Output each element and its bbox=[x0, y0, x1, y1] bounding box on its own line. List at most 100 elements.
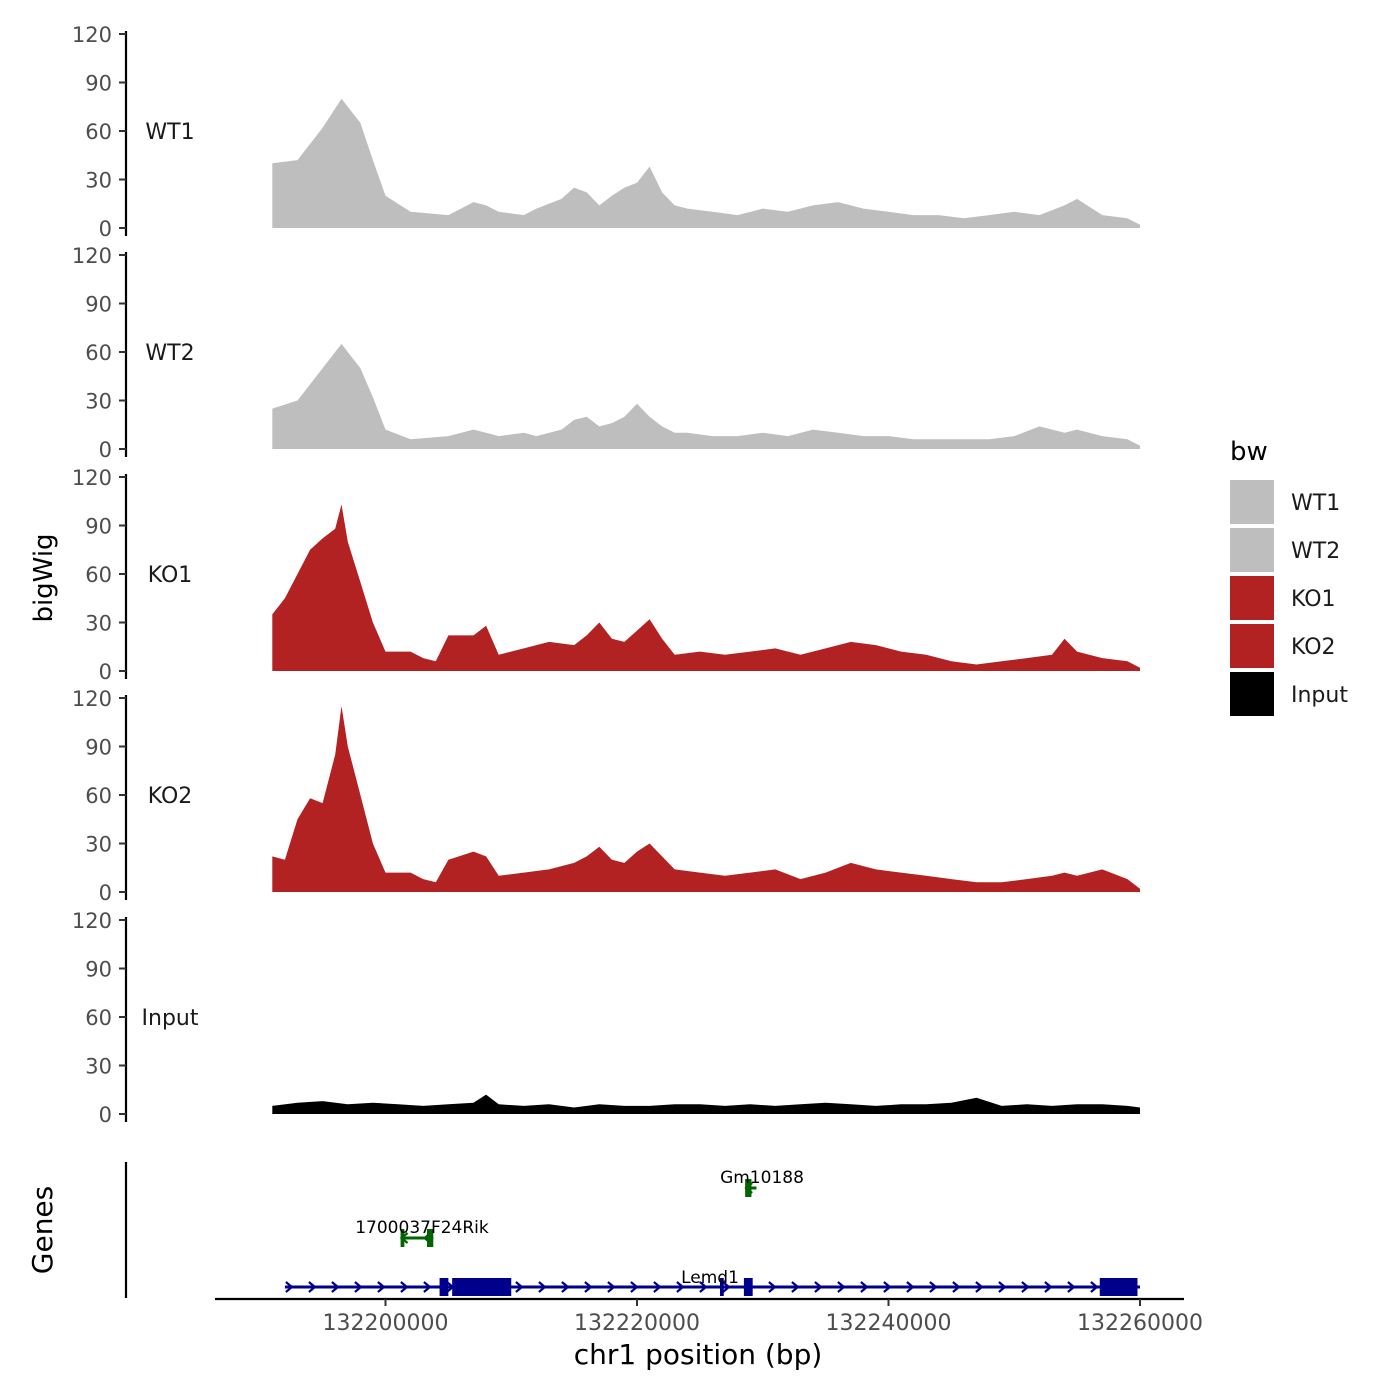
bigwig-tracks: 0 30 60 90 120 WT1 0 30 60 90 120 WT2 0 30 60 90 120 KO1 0… bbox=[72, 23, 1140, 1127]
x-axis-ticks: 132200000 132220000 132240000 132260000 bbox=[323, 1299, 1203, 1336]
y-tick-label: 0 bbox=[99, 438, 112, 462]
legend-label: WT2 bbox=[1291, 539, 1340, 564]
strand-arrow bbox=[768, 1281, 777, 1293]
legend-swatch-ko1 bbox=[1230, 576, 1274, 620]
strand-arrow bbox=[975, 1281, 984, 1293]
strand-arrow bbox=[331, 1281, 340, 1293]
coverage-area-ko2 bbox=[272, 706, 1140, 892]
y-tick-label: 120 bbox=[72, 466, 112, 490]
genes-axis-title: Genes bbox=[26, 1186, 59, 1274]
y-tick-label: 60 bbox=[85, 341, 112, 365]
coverage-area-ko1 bbox=[272, 504, 1140, 671]
strand-arrow bbox=[584, 1281, 593, 1293]
strand-arrow bbox=[1067, 1281, 1076, 1293]
gene-1700037f24rik: 1700037F24Rik bbox=[355, 1218, 489, 1247]
strand-arrow bbox=[837, 1281, 846, 1293]
gene-exon bbox=[745, 1179, 752, 1197]
y-tick-label: 90 bbox=[85, 958, 112, 982]
gene-exon bbox=[1099, 1278, 1138, 1296]
strand-arrow bbox=[630, 1281, 639, 1293]
strand-arrow bbox=[952, 1281, 961, 1293]
strand-arrow bbox=[377, 1281, 386, 1293]
coverage-area-wt2 bbox=[272, 343, 1140, 449]
x-tick-label: 132220000 bbox=[574, 1311, 700, 1336]
strand-arrow bbox=[1044, 1281, 1053, 1293]
strand-arrow bbox=[791, 1281, 800, 1293]
legend-swatch-input bbox=[1230, 672, 1274, 716]
strand-arrow bbox=[653, 1281, 662, 1293]
legend-label: Input bbox=[1291, 683, 1348, 708]
y-tick-label: 90 bbox=[85, 515, 112, 539]
y-tick-label: 0 bbox=[99, 881, 112, 905]
x-tick-label: 132240000 bbox=[826, 1311, 952, 1336]
strand-arrow bbox=[561, 1281, 570, 1293]
gene-exon bbox=[400, 1229, 405, 1247]
strand-arrow bbox=[607, 1281, 616, 1293]
track-label: KO2 bbox=[148, 784, 193, 809]
strand-arrow bbox=[814, 1281, 823, 1293]
coverage-area-input bbox=[272, 1094, 1140, 1114]
y-tick-label: 120 bbox=[72, 687, 112, 711]
track-label: KO1 bbox=[148, 563, 193, 588]
legend-label: KO2 bbox=[1291, 635, 1336, 660]
strand-arrow bbox=[1021, 1281, 1030, 1293]
strand-arrow bbox=[722, 1281, 731, 1293]
x-axis-title: chr1 position (bp) bbox=[574, 1338, 823, 1371]
y-tick-label: 30 bbox=[85, 833, 112, 857]
gene-exon bbox=[719, 1278, 724, 1296]
y-tick-label: 0 bbox=[99, 1103, 112, 1127]
track-panel-ko2: 0 30 60 90 120 KO2 bbox=[72, 687, 1140, 905]
strand-arrow bbox=[400, 1281, 409, 1293]
gene-exon bbox=[452, 1278, 512, 1296]
y-tick-label: 90 bbox=[85, 736, 112, 760]
strand-arrow bbox=[906, 1281, 915, 1293]
strand-arrow bbox=[699, 1281, 708, 1293]
strand-arrow bbox=[285, 1281, 294, 1293]
y-tick-label: 0 bbox=[99, 217, 112, 241]
legend-swatch-wt1 bbox=[1230, 480, 1274, 524]
track-panel-input: 0 30 60 90 120 Input bbox=[72, 909, 1140, 1127]
legend-label: WT1 bbox=[1291, 491, 1340, 516]
legend-swatch-ko2 bbox=[1230, 624, 1274, 668]
y-tick-label: 90 bbox=[85, 72, 112, 96]
gene-exon bbox=[439, 1278, 449, 1296]
genes-panel: Gm10188 1700037F24Rik Lemd1 bbox=[124, 1162, 1140, 1298]
y-tick-label: 30 bbox=[85, 390, 112, 414]
strand-arrow bbox=[354, 1281, 363, 1293]
gene-lemd1: Lemd1 bbox=[284, 1268, 1140, 1296]
y-tick-label: 0 bbox=[99, 660, 112, 684]
strand-arrow bbox=[676, 1281, 685, 1293]
track-panel-ko1: 0 30 60 90 120 KO1 bbox=[72, 466, 1140, 684]
strand-arrow bbox=[883, 1281, 892, 1293]
y-tick-label: 120 bbox=[72, 909, 112, 933]
strand-arrow bbox=[308, 1281, 317, 1293]
track-label: WT1 bbox=[145, 120, 194, 145]
gene-label: Gm10188 bbox=[720, 1168, 804, 1188]
y-axis-title: bigWig bbox=[29, 533, 59, 622]
strand-arrow bbox=[423, 1281, 432, 1293]
strand-arrow bbox=[1090, 1281, 1099, 1293]
track-panel-wt1: 0 30 60 90 120 WT1 bbox=[72, 23, 1140, 241]
track-panel-wt2: 0 30 60 90 120 WT2 bbox=[72, 244, 1140, 462]
legend-title: bw bbox=[1230, 437, 1268, 467]
y-tick-label: 120 bbox=[72, 244, 112, 268]
gene-exon bbox=[426, 1229, 434, 1247]
strand-arrow bbox=[998, 1281, 1007, 1293]
y-tick-label: 60 bbox=[85, 784, 112, 808]
gene-label: Lemd1 bbox=[681, 1268, 739, 1288]
legend: WT1 WT2 KO1 KO2 Input bbox=[1230, 480, 1348, 716]
strand-arrow bbox=[929, 1281, 938, 1293]
track-label: Input bbox=[142, 1006, 199, 1031]
y-tick-label: 30 bbox=[85, 169, 112, 193]
gene-exon bbox=[743, 1278, 753, 1296]
y-tick-label: 60 bbox=[85, 120, 112, 144]
gene-gm10188: Gm10188 bbox=[720, 1168, 804, 1197]
legend-label: KO1 bbox=[1291, 587, 1336, 612]
strand-arrow bbox=[860, 1281, 869, 1293]
x-tick-label: 132200000 bbox=[323, 1311, 449, 1336]
track-label: WT2 bbox=[145, 341, 194, 366]
y-tick-label: 90 bbox=[85, 293, 112, 317]
x-tick-label: 132260000 bbox=[1077, 1311, 1203, 1336]
legend-swatch-wt2 bbox=[1230, 528, 1274, 572]
